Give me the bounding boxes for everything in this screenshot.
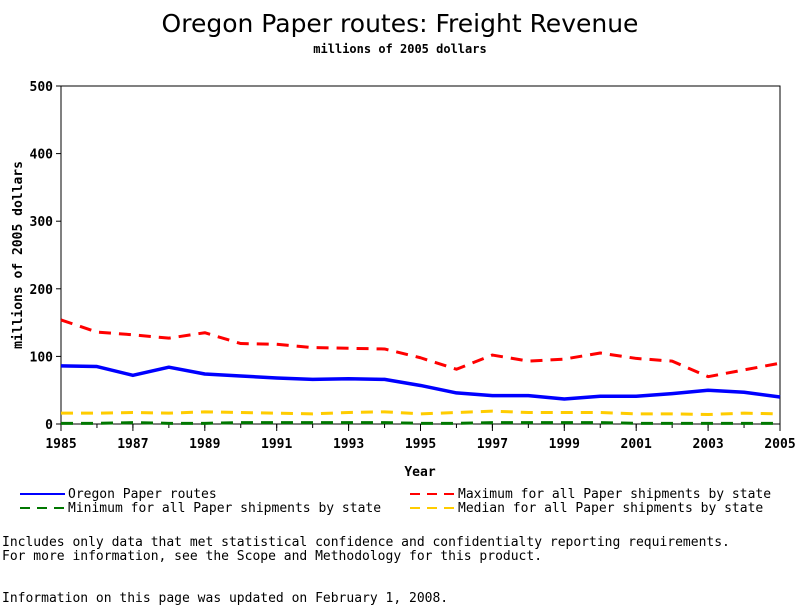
- x-tick-label: 1987: [117, 437, 148, 452]
- x-tick-label: 1995: [405, 437, 436, 452]
- legend-label: Minimum for all Paper shipments by state: [68, 501, 381, 516]
- y-tick-label: 100: [30, 350, 54, 365]
- x-tick-label: 2003: [692, 437, 723, 452]
- updated-note: Information on this page was updated on …: [2, 591, 449, 606]
- chart-subtitle: millions of 2005 dollars: [313, 42, 486, 56]
- y-tick-label: 300: [30, 215, 54, 230]
- x-tick-label: 1999: [549, 437, 580, 452]
- legend-label: Oregon Paper routes: [68, 487, 217, 502]
- confidence-note: Includes only data that met statistical …: [2, 535, 730, 550]
- plot-frame: [60, 85, 781, 425]
- y-tick-label: 200: [30, 283, 54, 298]
- legend-label: Maximum for all Paper shipments by state: [458, 487, 771, 502]
- x-tick-label: 2001: [621, 437, 652, 452]
- x-axis: 1985 1987 1989 1991 1993 1995 1997 1999 2001 2003…: [45, 424, 796, 452]
- x-tick-label: 1997: [477, 437, 508, 452]
- line-chart: Oregon Paper routes: Freight Revenue mil…: [11, 9, 796, 516]
- y-axis: 0 100 200 300 400 500: [30, 80, 61, 433]
- y-tick-label: 0: [45, 418, 53, 433]
- chart-title: Oregon Paper routes: Freight Revenue: [162, 9, 639, 38]
- y-tick-label: 500: [30, 80, 54, 95]
- methodology-note: For more information, see the Scope and …: [2, 549, 543, 564]
- series-line-3: [61, 409, 781, 417]
- x-tick-label: 1993: [333, 437, 364, 452]
- x-tick-label: 2005: [764, 437, 795, 452]
- footnotes: Includes only data that met statistical …: [2, 536, 730, 606]
- y-axis-label: millions of 2005 dollars: [11, 161, 26, 349]
- legend-label: Median for all Paper shipments by state: [458, 501, 763, 516]
- series-line-2: [61, 421, 780, 425]
- y-tick-label: 400: [30, 148, 54, 163]
- legend: Oregon Paper routes Maximum for all Paper…: [20, 487, 771, 516]
- x-tick-label: 1985: [45, 437, 76, 452]
- x-axis-label: Year: [404, 465, 435, 480]
- series-line-0: [60, 364, 781, 401]
- x-tick-label: 1989: [189, 437, 220, 452]
- x-tick-label: 1991: [261, 437, 292, 452]
- series-lines: [60, 318, 781, 425]
- series-line-1: [60, 318, 781, 379]
